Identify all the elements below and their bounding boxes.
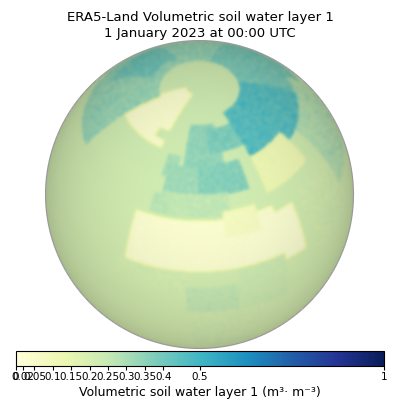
Text: 1 January 2023 at 00:00 UTC: 1 January 2023 at 00:00 UTC <box>104 28 296 40</box>
Text: ERA5-Land Volumetric soil water layer 1: ERA5-Land Volumetric soil water layer 1 <box>66 12 334 24</box>
X-axis label: Volumetric soil water layer 1 (m³· m⁻³): Volumetric soil water layer 1 (m³· m⁻³) <box>79 386 321 399</box>
